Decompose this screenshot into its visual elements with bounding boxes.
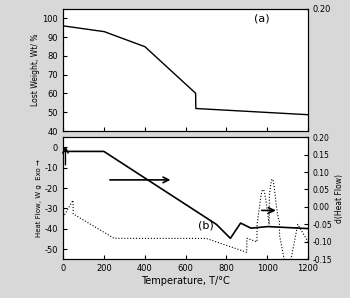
X-axis label: Temperature, T/°C: Temperature, T/°C (141, 276, 230, 286)
Y-axis label: Lost Weight, Wt/ %: Lost Weight, Wt/ % (30, 34, 40, 106)
Text: (b): (b) (198, 221, 214, 231)
Y-axis label: d(Heat Flow): d(Heat Flow) (335, 174, 344, 223)
Text: (a): (a) (254, 13, 270, 23)
Y-axis label: Heat Flow, W g  Exo →: Heat Flow, W g Exo → (36, 159, 42, 237)
